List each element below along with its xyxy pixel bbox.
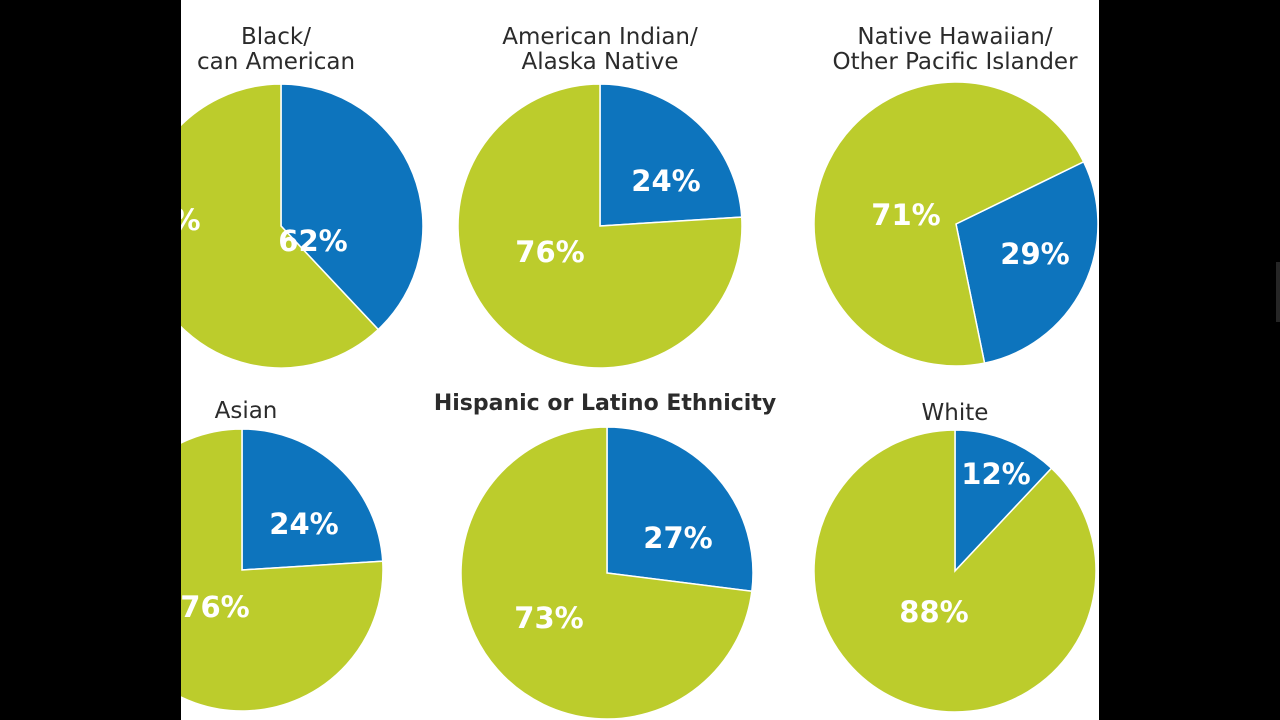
pie-chart-1: % 62% Black/can American <box>181 24 424 369</box>
pie-3-slice-label-1: 29% <box>1000 237 1069 271</box>
pie-6-slice-1 <box>954 429 1053 573</box>
pie-3-slice-label-2: 71% <box>871 198 940 232</box>
pie-5-slice-label-2: 73% <box>514 601 583 635</box>
pie-2-slice-label-2: 76% <box>515 235 584 269</box>
pie-1-title-line-1: Black/ <box>241 24 311 50</box>
pie-2-slice-2 <box>457 83 743 369</box>
pie-4-title-line-1: Asian <box>215 398 278 424</box>
pie-5-title-line-1: Hispanic or Latino Ethnicity <box>434 391 776 416</box>
chart-panel: % 62% Black/can American 24% 76% American Ind… <box>181 0 1099 720</box>
pie-3-slice-2 <box>813 81 1085 367</box>
pie-6-slice-label-2: 88% <box>899 595 968 629</box>
pie-4-slice-label-2: 76% <box>181 590 250 624</box>
pie-3-title-line-2: Other Pacific Islander <box>832 49 1078 75</box>
pie-1-slice-label-1: % <box>181 203 201 237</box>
pie-4-slice-label-1: 24% <box>269 507 338 541</box>
pie-2-slice-1 <box>599 83 743 227</box>
pie-chart-4: 24% 76% Asian <box>181 398 384 712</box>
pie-6-slice-2 <box>813 429 1097 713</box>
pie-chart-5: 27% 73% Hispanic or Latino Ethnicity <box>434 391 776 720</box>
pie-chart-3: 29% 71% Native Hawaiian/Other Pacific Isla… <box>813 24 1099 367</box>
pie-2-title-line-1: American Indian/ <box>502 24 698 50</box>
pie-chart-2: 24% 76% American Indian/Alaska Native <box>457 24 743 369</box>
pie-4-slice-1 <box>241 428 384 571</box>
pie-1-title-line-2: can American <box>197 49 355 75</box>
pie-charts-svg: % 62% Black/can American 24% 76% American Ind… <box>181 24 1099 720</box>
pie-1-slice-label-2: 62% <box>278 224 347 258</box>
pie-5-slice-1 <box>606 426 754 593</box>
pie-2-title-line-2: Alaska Native <box>522 49 679 75</box>
pie-2-slice-label-1: 24% <box>631 164 700 198</box>
pie-6-title-line-1: White <box>922 400 989 426</box>
pie-3-title-line-1: Native Hawaiian/ <box>857 24 1053 50</box>
pie-chart-6: 12% 88% White <box>813 400 1097 713</box>
pie-5-slice-2 <box>460 426 753 720</box>
pie-1-slice-2 <box>181 83 380 369</box>
pie-1-slice-1 <box>280 83 424 331</box>
pie-3-slice-1 <box>955 160 1099 364</box>
edge-mark <box>1276 262 1280 322</box>
pie-5-slice-label-1: 27% <box>643 521 712 555</box>
pie-6-slice-label-1: 12% <box>961 457 1030 491</box>
pie-4-slice-2 <box>181 428 384 712</box>
